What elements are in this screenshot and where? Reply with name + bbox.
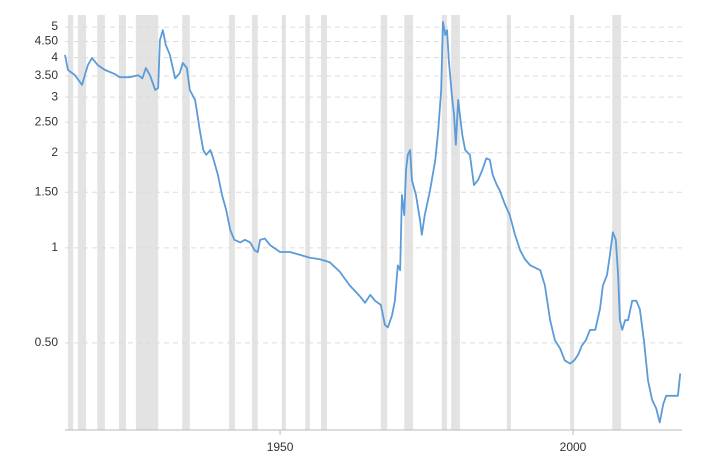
shaded-region [97, 15, 105, 430]
data-line [64, 21, 682, 424]
y-tick-label: 4 [51, 50, 58, 64]
shaded-region [77, 15, 87, 430]
y-tick-label: 3 [51, 89, 58, 103]
y-tick-label: 1.50 [35, 184, 59, 198]
shaded-region [441, 15, 448, 430]
y-tick-label: 2 [51, 145, 58, 159]
shaded-region [404, 15, 414, 430]
shaded-region [182, 15, 190, 430]
shaded-region [570, 15, 575, 430]
shaded-region [321, 15, 327, 430]
shaded-region [506, 15, 511, 430]
y-tick-label: 3.50 [35, 68, 59, 82]
shaded-region [118, 15, 126, 430]
y-tick-label: 4.50 [35, 34, 59, 48]
shaded-region [251, 15, 258, 430]
x-tick-label: 2000 [560, 440, 587, 454]
shaded-region [135, 15, 159, 430]
shaded-region [229, 15, 235, 430]
shaded-region [305, 15, 310, 430]
y-tick-label: 5 [51, 19, 58, 33]
x-tick-label: 1950 [267, 440, 294, 454]
y-tick-label: 1 [51, 240, 58, 254]
y-tick-label: 2.50 [35, 114, 59, 128]
shaded-region [612, 15, 622, 430]
shaded-region [67, 15, 74, 430]
shaded-region [380, 15, 388, 430]
y-tick-label: 0.50 [35, 335, 59, 349]
shaded-region [281, 15, 286, 430]
shaded-region [451, 15, 460, 430]
